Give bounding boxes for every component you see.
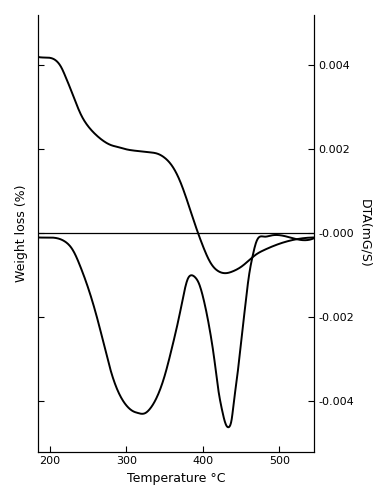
Y-axis label: Weight loss (%): Weight loss (%) <box>15 184 28 282</box>
X-axis label: Temperature °C: Temperature °C <box>127 472 225 485</box>
Y-axis label: DTA(mG/S): DTA(mG/S) <box>358 199 371 268</box>
